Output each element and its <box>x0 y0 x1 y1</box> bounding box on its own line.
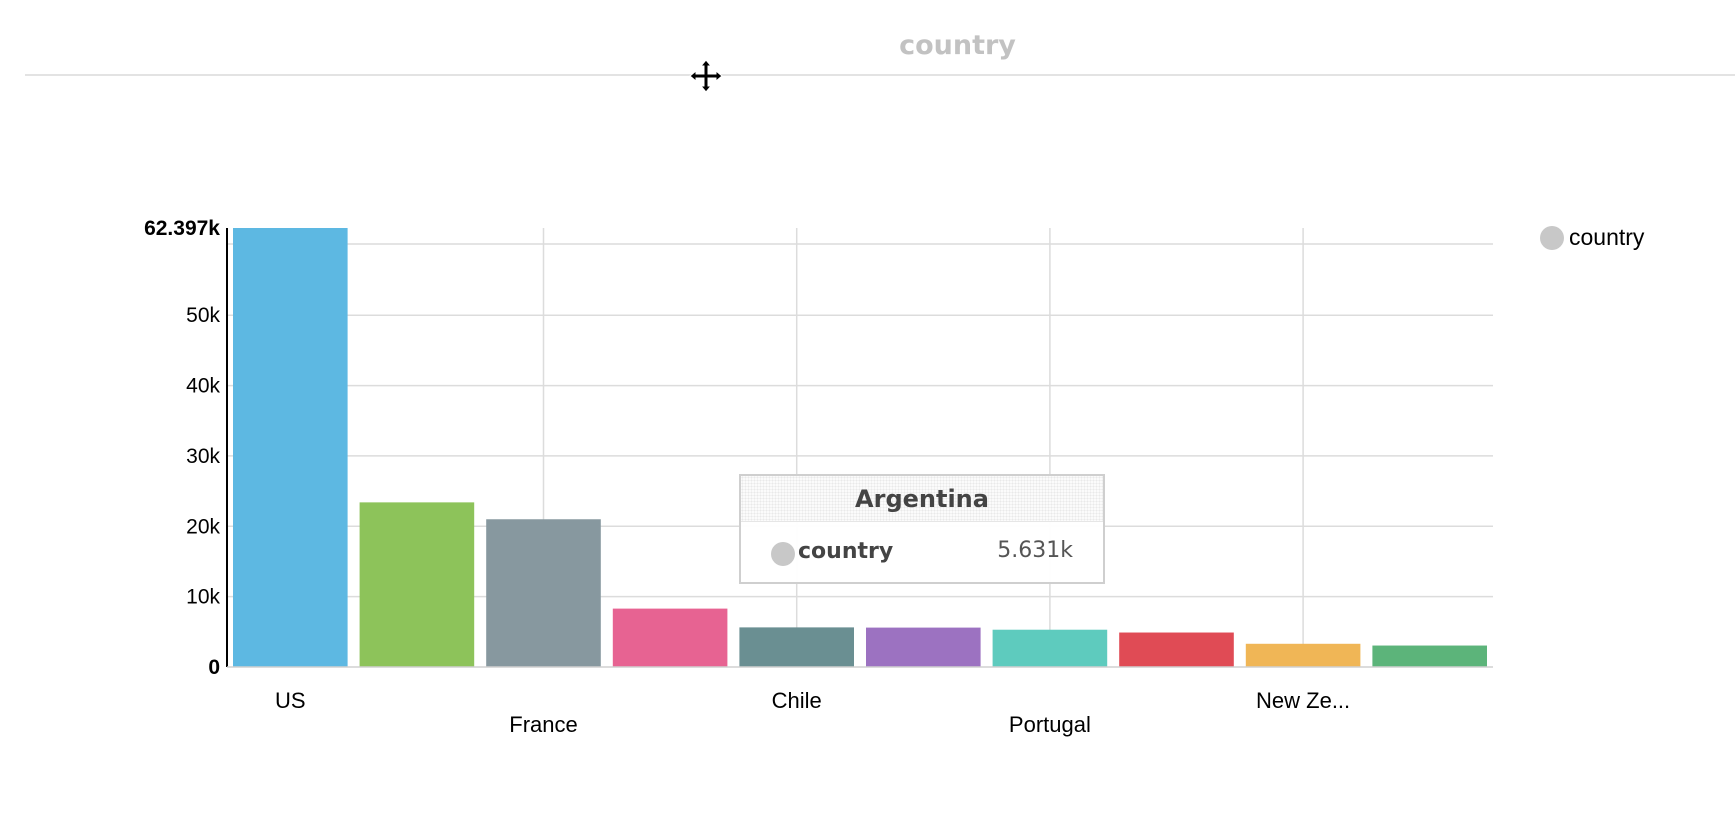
legend-label: country <box>1569 224 1644 251</box>
x-tick-label: US <box>275 688 306 713</box>
bar <box>1246 644 1361 667</box>
y-tick-label: 40k <box>186 375 220 398</box>
bars <box>233 228 1487 667</box>
tooltip-series-name: country <box>798 539 893 564</box>
bar <box>360 502 475 667</box>
y-tick-label: 0 <box>208 656 220 679</box>
y-tick-label: 62.397k <box>144 217 220 240</box>
x-tick-label: New Ze... <box>1256 688 1350 713</box>
y-tick-label: 50k <box>186 304 220 327</box>
tooltip-series-dot-icon <box>771 542 795 566</box>
legend-dot-icon <box>1540 226 1564 250</box>
y-tick-label: 20k <box>186 515 220 538</box>
bar <box>993 630 1108 667</box>
x-tick-labels: US France Chile Portugal New Ze... <box>275 688 1350 737</box>
y-tick-label: 10k <box>186 586 220 609</box>
x-tick-label: France <box>509 712 577 737</box>
bar <box>613 609 728 667</box>
y-tick-label: 30k <box>186 445 220 468</box>
tooltip: Argentina country 5.631k <box>739 474 1105 584</box>
bar <box>739 627 854 667</box>
x-tick-label: Portugal <box>1009 712 1091 737</box>
bar <box>233 228 348 667</box>
tooltip-value: 5.631k <box>997 538 1073 563</box>
bar <box>866 628 981 667</box>
bar <box>486 519 601 667</box>
tooltip-title: Argentina <box>741 476 1103 522</box>
bar <box>1372 646 1487 667</box>
tooltip-row: country 5.631k <box>741 522 1103 584</box>
legend[interactable]: country <box>1540 224 1644 251</box>
y-tick-labels: 0 10k 20k 30k 40k 50k 62.397k <box>144 217 220 679</box>
bar <box>1119 633 1234 667</box>
x-tick-label: Chile <box>772 688 822 713</box>
